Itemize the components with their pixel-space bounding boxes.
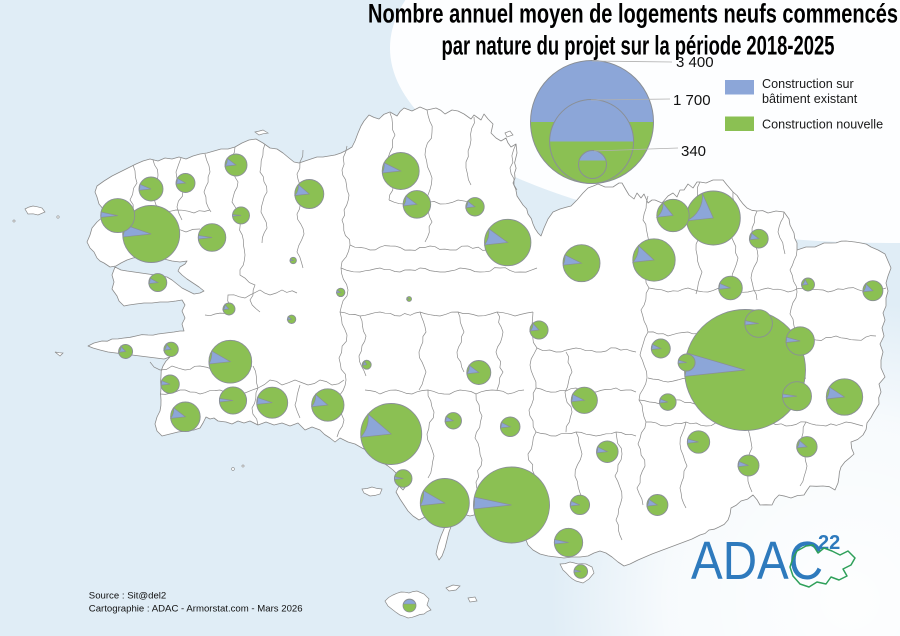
svg-text:Construction nouvelle: Construction nouvelle	[762, 118, 883, 132]
svg-text:Source : Sit@del2: Source : Sit@del2	[89, 590, 166, 601]
svg-text:bâtiment existant: bâtiment existant	[762, 92, 858, 106]
svg-text:340: 340	[681, 143, 706, 160]
svg-text:ADAC: ADAC	[691, 531, 823, 591]
svg-text:3 400: 3 400	[676, 54, 714, 71]
svg-text:1 700: 1 700	[673, 92, 711, 109]
svg-text:par nature du projet sur la pé: par nature du projet sur la période 2018…	[442, 31, 835, 61]
svg-text:Construction sur: Construction sur	[762, 77, 854, 91]
svg-text:Cartographie : ADAC - Armorsta: Cartographie : ADAC - Armorstat.com - Ma…	[89, 604, 303, 615]
svg-text:Nombre annuel moyen de logemen: Nombre annuel moyen de logements neufs c…	[368, 0, 898, 29]
